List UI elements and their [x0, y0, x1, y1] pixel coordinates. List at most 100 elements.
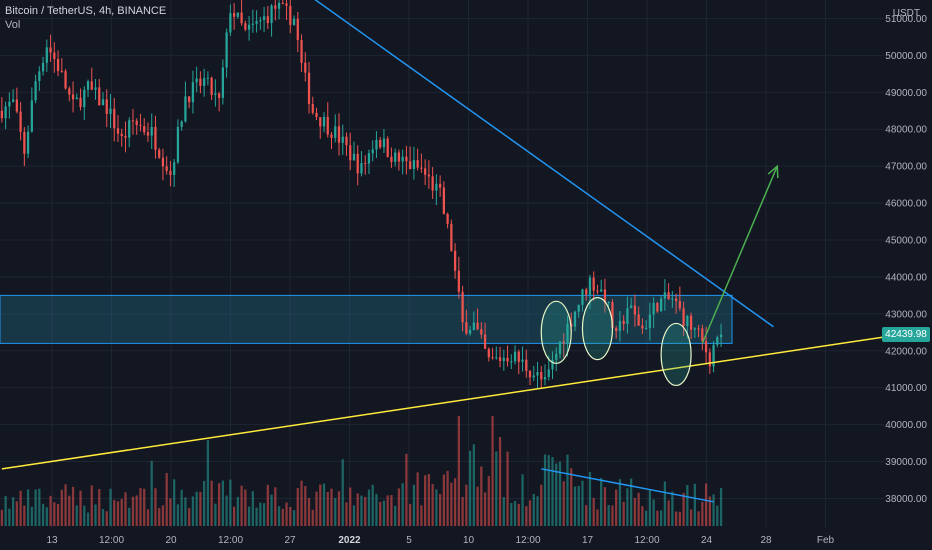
candle-body	[416, 160, 419, 168]
volume-bar	[165, 473, 168, 526]
volume-bar	[75, 505, 78, 526]
symbol-title[interactable]: Bitcoin / TetherUS, 4h, BINANCE	[5, 5, 167, 17]
volume-bar	[161, 505, 165, 526]
volume-bar	[322, 483, 326, 526]
candle-body	[251, 23, 254, 25]
volume-bar	[341, 459, 344, 526]
candle-body	[277, 2, 281, 9]
volume-bar	[562, 481, 565, 526]
volume-indicator-label[interactable]: Vol	[5, 19, 21, 31]
candle-body	[648, 314, 652, 328]
candle-body	[8, 101, 11, 107]
volume-bar	[143, 488, 146, 526]
volume-bar	[577, 485, 580, 526]
time-tick-label: 24	[701, 535, 713, 546]
price-tick-label: 47000.00	[885, 162, 927, 173]
volume-bar	[101, 509, 105, 526]
volume-bar	[472, 444, 475, 526]
candle-body	[588, 277, 592, 295]
candle-body	[630, 305, 633, 309]
candle-body	[600, 289, 603, 292]
volume-bar	[334, 497, 337, 526]
grid	[0, 0, 884, 528]
candle-body	[79, 97, 82, 108]
candle-body	[390, 156, 393, 162]
volume-bar	[79, 490, 82, 526]
candle-body	[41, 62, 45, 72]
candle-body	[191, 82, 195, 103]
volume-bar	[38, 488, 41, 526]
volume-bar	[547, 455, 550, 526]
volume-bar	[476, 486, 479, 526]
candle-body	[431, 176, 434, 191]
volume-bar	[416, 472, 419, 526]
price-axis[interactable]: 38000.00 39000.00 40000.00 41000.00 42000.00…	[885, 14, 927, 505]
candle-body	[716, 337, 719, 345]
candle-body	[585, 289, 588, 295]
volume-bar	[465, 484, 468, 526]
volume-bar	[528, 500, 532, 526]
volume-bar	[453, 478, 457, 526]
time-tick-label: 12:00	[634, 535, 659, 546]
candle-body	[64, 71, 67, 89]
volume-bar	[131, 496, 135, 526]
volume-bar	[191, 496, 195, 526]
candle-body	[176, 126, 180, 163]
volume-bar	[34, 489, 37, 526]
candle-body	[135, 120, 138, 126]
volume-bar	[98, 489, 101, 526]
volume-bar	[573, 486, 577, 526]
drawings[interactable]	[1, 0, 886, 503]
volume-bar	[345, 502, 348, 526]
candle-body	[667, 292, 670, 300]
price-tick-label: 40000.00	[885, 420, 927, 431]
volume-bar	[315, 491, 318, 526]
volume-bar	[502, 497, 505, 526]
candle-body	[465, 322, 468, 334]
time-axis[interactable]: 13 12:00 20 12:00 27 2022 5 10 12:00 17 12:00 24 28 F…	[46, 535, 834, 546]
candle-body	[4, 106, 7, 119]
volume-bar	[491, 416, 494, 526]
candle-body	[352, 153, 356, 161]
volume-bar	[41, 503, 45, 526]
volume-bar	[656, 510, 659, 526]
resistance-trendline	[314, 0, 774, 328]
candle-body	[124, 135, 127, 138]
candle-body	[517, 351, 520, 362]
candle-body	[116, 128, 120, 134]
price-tick-label: 39000.00	[885, 457, 927, 468]
volume-bar	[439, 494, 442, 526]
volume-bar	[645, 510, 648, 526]
support-trendline	[1, 335, 886, 470]
volume-bar	[510, 503, 513, 526]
time-tick-label: 28	[760, 535, 772, 546]
volume-bars	[0, 416, 723, 526]
volume-bar	[23, 505, 26, 526]
price-tick-label: 51000.00	[885, 14, 927, 25]
volume-bar	[487, 476, 490, 526]
volume-bar	[382, 500, 386, 526]
candle-body	[221, 67, 224, 98]
candle-body	[259, 20, 262, 22]
candle-body	[532, 375, 535, 378]
candle-body	[334, 126, 337, 138]
candle-body	[105, 99, 108, 114]
volume-bar	[671, 491, 674, 526]
volume-bar	[124, 492, 127, 526]
volume-bar	[424, 475, 427, 526]
candle-body	[68, 88, 71, 95]
candle-body	[525, 359, 528, 371]
candle-body	[521, 359, 524, 362]
candle-body	[244, 23, 247, 30]
volume-bar	[188, 508, 191, 526]
candle-body	[345, 136, 348, 146]
candle-body	[678, 301, 681, 309]
volume-bar	[483, 492, 487, 526]
volume-bar	[221, 480, 224, 526]
volume-bar	[218, 483, 221, 526]
volume-bar	[686, 485, 689, 526]
candle-body	[379, 140, 382, 148]
candle-body	[281, 2, 284, 4]
